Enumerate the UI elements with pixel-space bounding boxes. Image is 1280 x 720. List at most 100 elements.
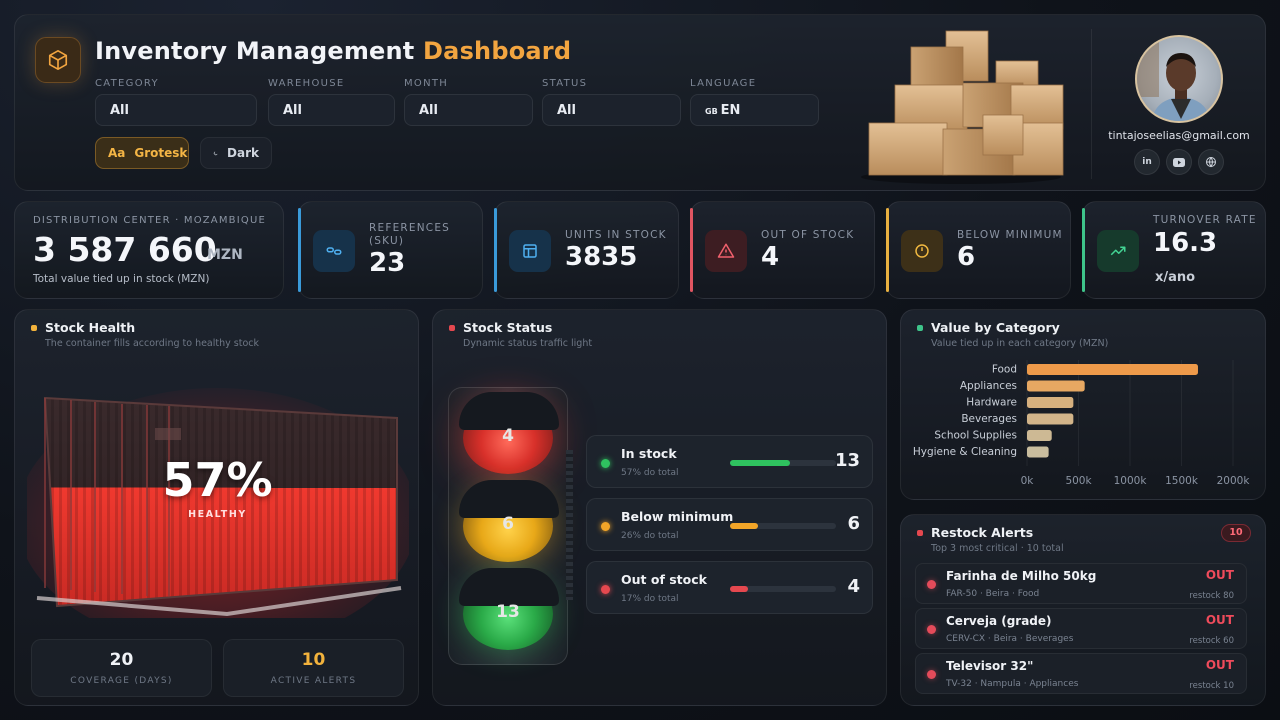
red-light-visor	[459, 392, 559, 430]
trending-up-icon	[1097, 230, 1139, 272]
moon-icon	[213, 151, 218, 155]
alert-dot	[927, 625, 936, 634]
category-bar[interactable]	[1027, 397, 1074, 408]
boxes-illustration	[861, 30, 1064, 184]
status-count: 4	[847, 576, 860, 597]
status-select[interactable]: All	[542, 94, 681, 126]
yellow-light-visor	[459, 480, 559, 518]
kpi-references-label-1: REFERENCES	[369, 222, 451, 234]
alert-status: OUT	[1205, 568, 1234, 582]
status-dot	[601, 522, 610, 531]
traffic-light-pole	[566, 450, 573, 600]
filter-category: CATEGORY All	[95, 78, 257, 126]
status-name: In stock	[621, 446, 677, 461]
filter-status: STATUS All	[542, 78, 681, 126]
filter-warehouse: WAREHOUSE All	[268, 78, 395, 126]
restock-alerts-subtitle: Top 3 most critical · 10 total	[931, 543, 1064, 554]
alerts-count-badge: 10	[1221, 524, 1251, 542]
health-percent-wrap: 57% HEALTHY	[15, 453, 420, 520]
stock-status-title: Stock Status	[449, 320, 552, 335]
coverage-card: 20 COVERAGE (DAYS)	[31, 639, 212, 697]
category-bar[interactable]	[1027, 364, 1198, 375]
value-category-title-text: Value by Category	[931, 320, 1060, 335]
youtube-icon[interactable]	[1166, 149, 1192, 175]
category-label: Appliances	[960, 380, 1017, 392]
kpi-references-stripe	[298, 208, 301, 292]
x-tick-label: 1000k	[1114, 475, 1148, 487]
x-tick-label: 500k	[1065, 475, 1092, 487]
status-bar-track	[730, 586, 836, 592]
status-card[interactable]: In stock 57% do total 13	[586, 435, 873, 488]
status-share: 17% do total	[621, 594, 679, 604]
header-panel: Inventory Management Dashboard CATEGORY …	[14, 14, 1266, 191]
category-bar[interactable]	[1027, 430, 1052, 441]
status-count: 6	[847, 513, 860, 534]
linkedin-icon[interactable]: in	[1134, 149, 1160, 175]
warehouse-select[interactable]: All	[268, 94, 395, 126]
filter-language-label: LANGUAGE	[690, 78, 757, 89]
font-toggle-button[interactable]: Aa Grotesk	[95, 137, 189, 169]
kpi-turnover-rate: TURNOVER RATE 16.3 x/ano	[1082, 201, 1266, 299]
stock-status-subtitle: Dynamic status traffic light	[463, 338, 593, 349]
kpi-out-value: 4	[761, 242, 780, 272]
font-icon: Aa	[108, 146, 126, 160]
status-bar-fill	[730, 523, 758, 529]
status-card[interactable]: Out of stock 17% do total 4	[586, 561, 873, 614]
language-select[interactable]: GB EN	[690, 94, 819, 126]
restock-alerts-title: Restock Alerts	[917, 525, 1033, 540]
stock-status-title-text: Stock Status	[463, 320, 553, 335]
alert-row[interactable]: Farinha de Milho 50kg FAR-50 · Beira · Fo…	[915, 563, 1247, 604]
kpi-references-label: REFERENCES (SKU)	[369, 222, 450, 248]
kpi-total-value: DISTRIBUTION CENTER · MOZAMBIQUE 3 587 6…	[14, 201, 284, 299]
status-dot	[601, 459, 610, 468]
app-logo	[35, 37, 81, 83]
x-tick-label: 1500k	[1165, 475, 1199, 487]
layout-icon	[509, 230, 551, 272]
month-select[interactable]: All	[404, 94, 533, 126]
font-label: Grotesk	[134, 146, 188, 160]
filter-month: MONTH All	[404, 78, 533, 126]
link-icon	[313, 230, 355, 272]
alert-product-meta: TV-32 · Nampula · Appliances	[946, 679, 1079, 689]
theme-toggle-button[interactable]: Dark	[200, 137, 272, 169]
kpi-units-stripe	[494, 208, 497, 292]
category-bar[interactable]	[1027, 380, 1085, 392]
alert-restock-qty: restock 80	[1189, 591, 1234, 601]
filter-category-label: CATEGORY	[95, 78, 159, 89]
category-label: Hardware	[966, 397, 1017, 409]
alert-dot	[927, 670, 936, 679]
kpi-total-caption: Total value tied up in stock (MZN)	[33, 273, 210, 285]
coverage-label: COVERAGE (DAYS)	[70, 676, 173, 686]
header-divider	[1091, 29, 1092, 179]
status-name: Out of stock	[621, 572, 707, 587]
warning-icon	[705, 230, 747, 272]
category-select[interactable]: All	[95, 94, 257, 126]
filter-warehouse-label: WAREHOUSE	[268, 78, 345, 89]
value-category-title: Value by Category	[917, 320, 1060, 335]
alert-row[interactable]: Cerveja (grade) CERV-CX · Beira · Beverag…	[915, 608, 1247, 649]
value-category-dot	[917, 324, 923, 331]
stock-status-panel: Stock Status Dynamic status traffic ligh…	[432, 309, 887, 706]
status-card[interactable]: Below minimum 26% do total 6	[586, 498, 873, 551]
alert-row[interactable]: Televisor 32" TV-32 · Nampula · Appliance…	[915, 653, 1247, 694]
value-by-category-panel: Value by Category Value tied up in each …	[900, 309, 1266, 500]
active-alerts-card: 10 ACTIVE ALERTS	[223, 639, 404, 697]
stock-health-title-text: Stock Health	[45, 320, 136, 335]
kpi-turnover-stripe	[1082, 208, 1085, 292]
status-bar-fill	[730, 586, 749, 592]
status-count: 13	[834, 450, 860, 471]
globe-icon[interactable]	[1198, 149, 1224, 175]
stock-health-dot	[31, 324, 37, 331]
user-avatar[interactable]	[1135, 35, 1223, 123]
user-email[interactable]: tintajoseelias@gmail.com	[1108, 129, 1250, 142]
container-illustration	[27, 388, 409, 618]
kpi-below-minimum: BELOW MINIMUM 6	[886, 201, 1071, 299]
app-title-accent: Dashboard	[423, 37, 572, 65]
category-label: Food	[992, 364, 1017, 376]
alert-restock-qty: restock 60	[1189, 636, 1234, 646]
category-bar[interactable]	[1027, 446, 1049, 458]
alert-product-name: Cerveja (grade)	[946, 614, 1052, 628]
stock-health-panel: Stock Health The container fills accordi…	[14, 309, 419, 706]
category-bar[interactable]	[1027, 413, 1074, 425]
category-chart: 0k 500k 1000k 1500k 2000k Food Appliances Hardw…	[913, 360, 1250, 487]
